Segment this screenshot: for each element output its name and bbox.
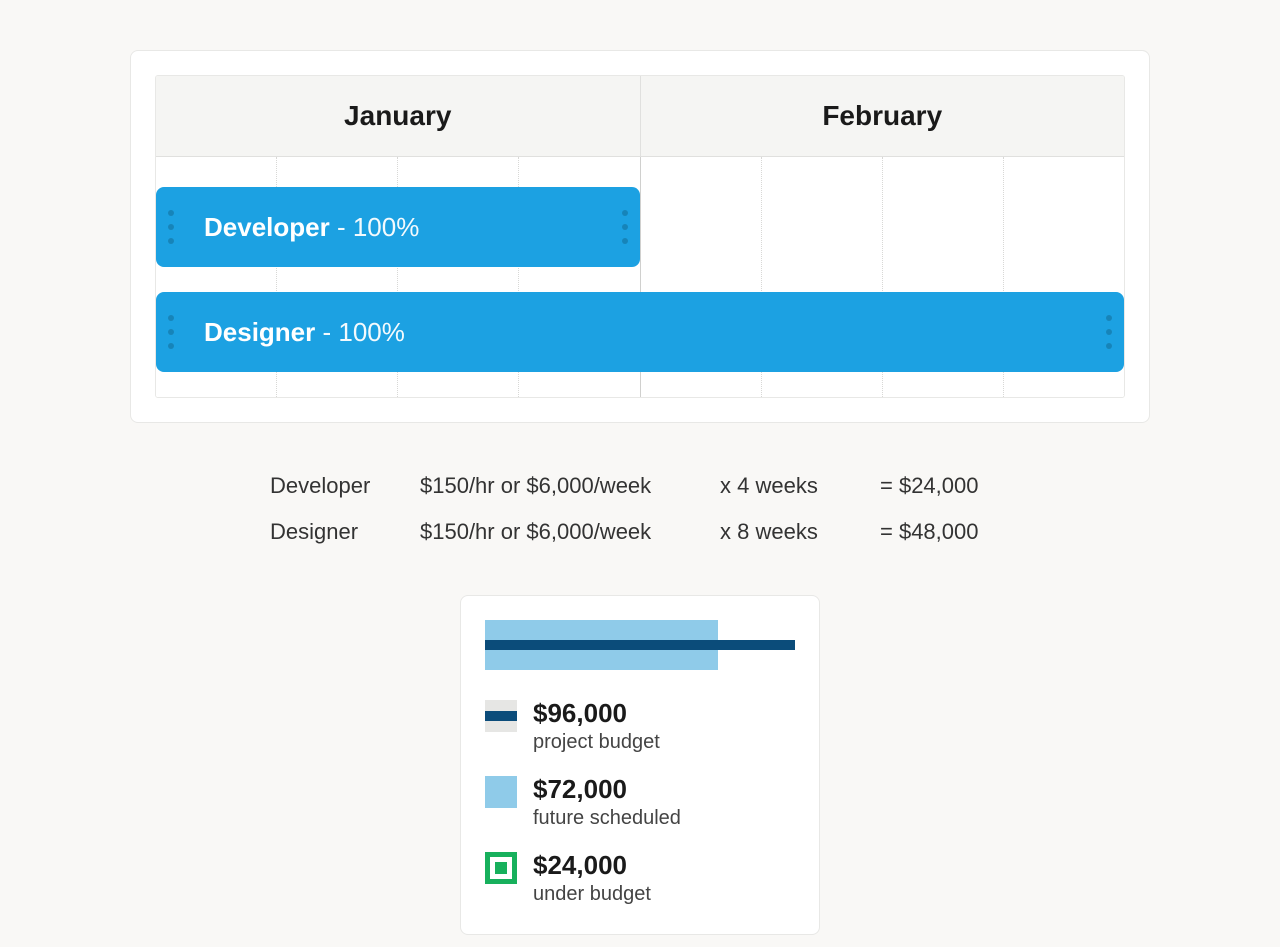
drag-handle-icon[interactable] [168,315,174,349]
gantt-bar-developer[interactable]: Developer - 100% [156,187,640,267]
calculation-table: Developer $150/hr or $6,000/week x 4 wee… [270,463,1010,555]
calc-weeks: x 8 weeks [720,519,880,545]
gantt-bar-role: Developer [204,212,330,242]
gantt-bar-label: Developer - 100% [204,212,419,243]
swatch-under-icon [485,852,517,884]
gantt-bar-designer[interactable]: Designer - 100% [156,292,1124,372]
calc-total: = $24,000 [880,473,1010,499]
legend-project-budget: $96,000 project budget [485,698,795,754]
legend-future-scheduled: $72,000 future scheduled [485,774,795,830]
calc-role: Developer [270,473,420,499]
gantt-bar-percentage: - 100% [315,317,405,347]
gantt-bar-label: Designer - 100% [204,317,405,348]
gantt-card: January February Developer - 100%Designe… [130,50,1150,423]
legend-under-budget: $24,000 under budget [485,850,795,906]
gantt-bar-role: Designer [204,317,315,347]
gantt-bars: Developer - 100%Designer - 100% [156,157,1124,397]
legend-text: $72,000 future scheduled [533,774,681,830]
gantt-header: January February [156,76,1124,157]
calc-weeks: x 4 weeks [720,473,880,499]
month-february: February [641,76,1125,156]
budget-card: $96,000 project budget $72,000 future sc… [460,595,820,935]
drag-handle-icon[interactable] [622,210,628,244]
gantt-chart: January February Developer - 100%Designe… [155,75,1125,398]
calc-role: Designer [270,519,420,545]
legend-text: $96,000 project budget [533,698,660,754]
calc-rate: $150/hr or $6,000/week [420,473,720,499]
drag-handle-icon[interactable] [168,210,174,244]
budget-chart [485,620,795,670]
swatch-scheduled-icon [485,776,517,808]
calc-row-designer: Designer $150/hr or $6,000/week x 8 week… [270,509,1010,555]
legend-amount: $24,000 [533,850,651,881]
gantt-body: Developer - 100%Designer - 100% [156,157,1124,397]
drag-handle-icon[interactable] [1106,315,1112,349]
legend-label: future scheduled [533,807,681,830]
legend-amount: $72,000 [533,774,681,805]
month-january: January [156,76,641,156]
budget-track [485,620,795,670]
legend-amount: $96,000 [533,698,660,729]
calc-row-developer: Developer $150/hr or $6,000/week x 4 wee… [270,463,1010,509]
gantt-bar-percentage: - 100% [330,212,420,242]
calc-rate: $150/hr or $6,000/week [420,519,720,545]
budget-line [485,640,795,650]
calc-total: = $48,000 [880,519,1010,545]
legend-label: project budget [533,731,660,754]
swatch-budget-icon [485,700,517,732]
legend-label: under budget [533,883,651,906]
legend-text: $24,000 under budget [533,850,651,906]
